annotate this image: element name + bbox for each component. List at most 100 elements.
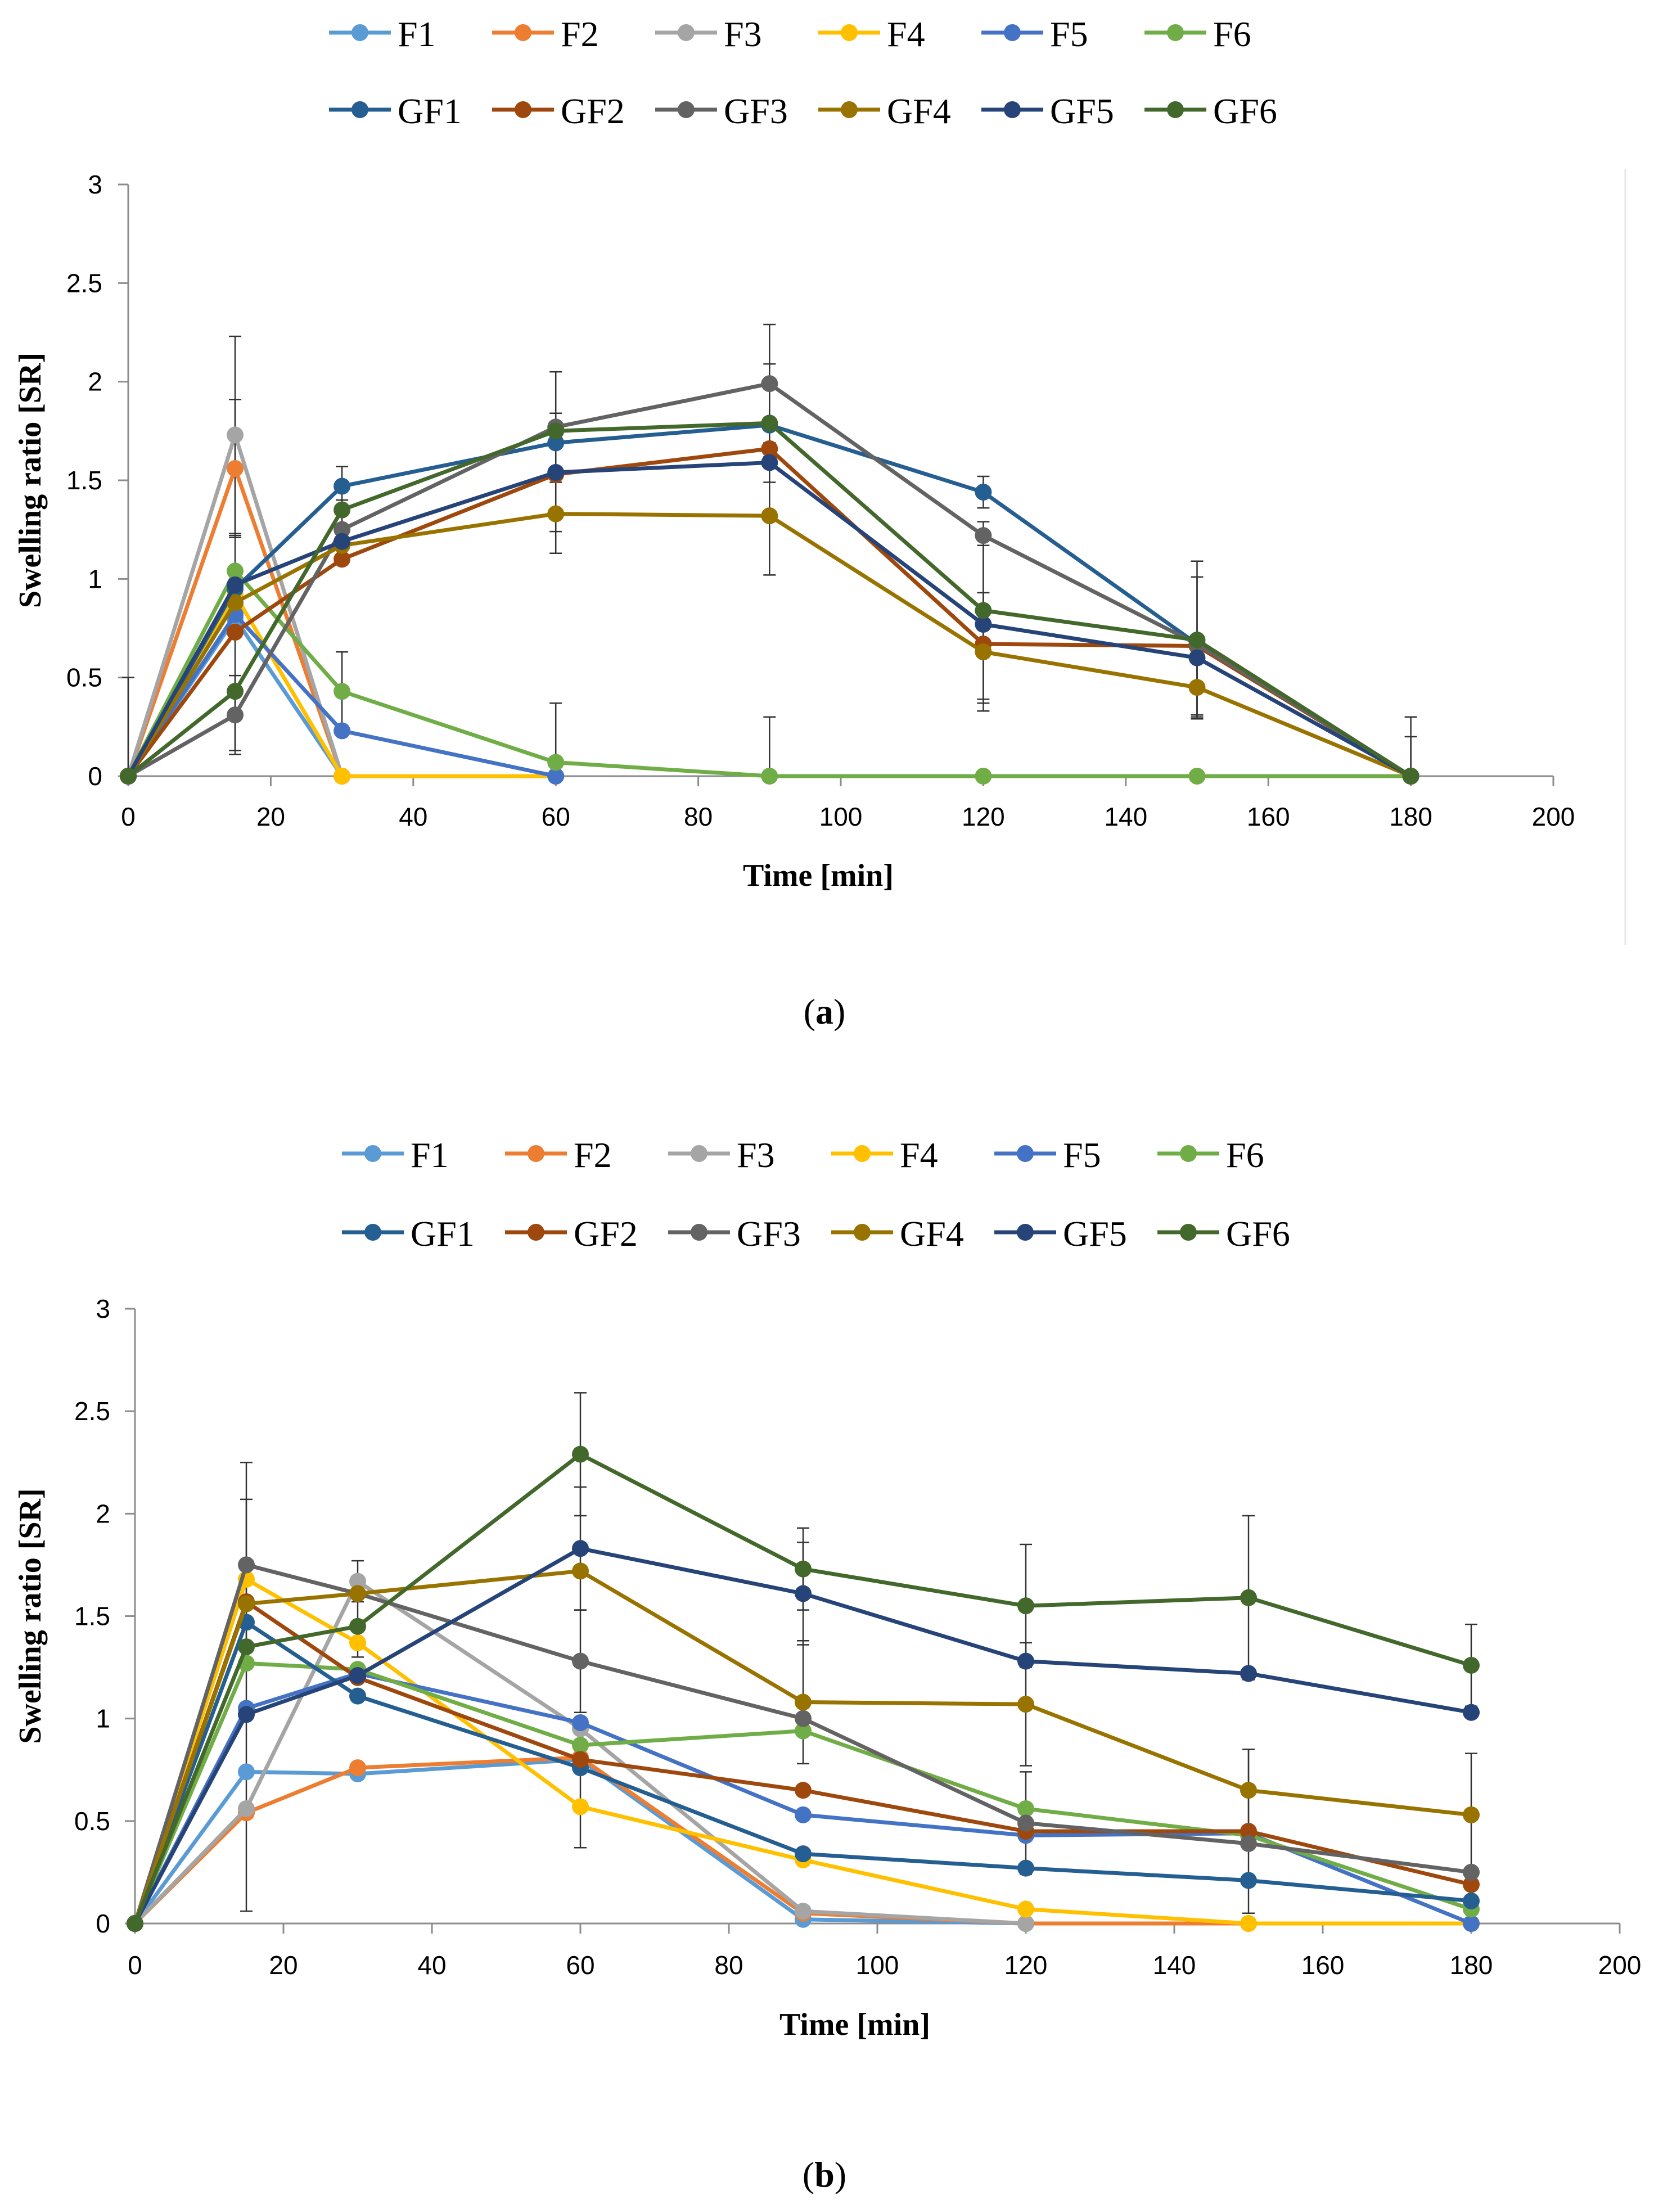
panel-b-legend-marker-gf6 — [1180, 1224, 1197, 1241]
panel-a-x-tick-label: 100 — [819, 802, 863, 831]
panel-b-series-gf5-point — [1463, 1704, 1480, 1721]
panel-a-series-gf2-point — [334, 551, 351, 568]
panel-a-y-tick-label: 0 — [88, 762, 102, 791]
panel-b-series-f1-point — [238, 1763, 255, 1781]
panel-a-legend-label-gf1: GF1 — [398, 91, 462, 131]
panel-b-y-tick-label: 2 — [96, 1499, 110, 1528]
panel-b-legend-marker-f1 — [364, 1145, 381, 1162]
panel-b-x-tick-label: 20 — [269, 1950, 298, 1980]
panel-b-series-gf4-point — [795, 1693, 812, 1711]
panel-b-legend-label-gf5: GF5 — [1063, 1214, 1127, 1254]
panel-a-legend-label-gf6: GF6 — [1213, 91, 1277, 131]
panel-a-series-gf4-point — [227, 594, 244, 611]
panel-b-legend-label-gf1: GF1 — [411, 1214, 475, 1254]
panel-a-series-gf4-point — [1188, 679, 1206, 696]
panel-b-series-gf3-point — [572, 1652, 589, 1670]
panel-b-series-gf4-point — [572, 1562, 589, 1580]
panel-b-y-axis-label: Swelling ratio [SR] — [13, 1488, 48, 1744]
panel-b-series-gf5-point — [795, 1585, 812, 1602]
panel-b-legend-marker-gf5 — [1017, 1224, 1034, 1241]
panel-a-legend-label-f3: F3 — [724, 14, 762, 54]
panel-b-series-gf3-point — [238, 1556, 255, 1574]
panel-a-series-gf2-point — [227, 624, 244, 641]
panel-a-letter: a — [815, 992, 833, 1031]
panel-a-legend-marker-gf1 — [351, 101, 368, 118]
panel-b-y-tick-label: 0.5 — [74, 1806, 110, 1836]
panel-b-x-tick-label: 100 — [856, 1950, 899, 1980]
panel-a-legend-marker-gf4 — [841, 101, 858, 118]
panel-b-x-tick-label: 160 — [1301, 1950, 1345, 1980]
panel-b-legend-label-gf6: GF6 — [1226, 1214, 1290, 1254]
panel-b-series-gf4-point — [1017, 1696, 1034, 1713]
panel-a-series-gf5-point — [975, 615, 992, 633]
panel-b-legend-label-f1: F1 — [411, 1135, 449, 1175]
panel-b-legend-marker-gf2 — [528, 1224, 544, 1241]
panel-a-legend-marker-f1 — [351, 24, 368, 41]
panel-b-series-f3-point — [349, 1573, 366, 1590]
panel-b-series-f4-line — [133, 1577, 1471, 1926]
panel-b-series-gf5-point — [1017, 1652, 1034, 1670]
panel-a-series-gf3-line — [127, 381, 1412, 778]
panel-b-series-gf2-point — [1463, 1876, 1480, 1893]
panel-a-series-gf5-point — [334, 533, 351, 550]
panel-b-series-f6-point — [572, 1737, 589, 1754]
panel-b-legend-marker-gf4 — [854, 1224, 871, 1241]
panel-b-x-tick-label: 60 — [566, 1950, 594, 1980]
panel-a-y-tick-label: 0.5 — [66, 663, 102, 692]
panel-a-label: (a) — [804, 992, 846, 1031]
panel-a-series-f3-point — [227, 426, 244, 444]
panel-b-series-f6-point — [1017, 1800, 1034, 1817]
panel-b-series-f5-line — [133, 1672, 1472, 1926]
panel-a-series-gf5-point — [1188, 649, 1206, 666]
panel-b-series-f3-point — [1017, 1915, 1034, 1932]
panel-a-legend-label-gf5: GF5 — [1050, 91, 1114, 131]
panel-a-legend-marker-gf5 — [1004, 101, 1021, 118]
panel-a-x-tick-label: 20 — [256, 802, 285, 831]
panel-a-series-gf4-line — [127, 512, 1412, 778]
panel-a-series-gf6-point — [975, 602, 992, 619]
panel-a-x-tick-label: 80 — [684, 802, 713, 831]
panel-a-series-gf5-point — [761, 454, 778, 471]
panel-a-legend-marker-gf6 — [1167, 101, 1184, 118]
panel-a-legend-label-gf2: GF2 — [561, 91, 625, 131]
panel-a-series-f4-point — [334, 768, 351, 785]
panel-b-series-f4-point — [572, 1798, 589, 1815]
panel-a-series-gf1-point — [975, 484, 992, 501]
panel-b-series-gf2-point — [1240, 1823, 1257, 1840]
panel-b-legend-marker-f4 — [854, 1145, 871, 1162]
panel-b-series-f5-point — [1463, 1915, 1480, 1932]
panel-a-series-gf1-line — [126, 423, 1412, 778]
panel-b-x-tick-label: 40 — [417, 1950, 446, 1980]
panel-b-series-gf6-point — [1463, 1656, 1480, 1674]
panel-b-legend-label-gf4: GF4 — [900, 1214, 964, 1254]
panel-a-series-f6-point — [227, 562, 244, 580]
panel-b-legend-marker-f6 — [1180, 1145, 1197, 1162]
panel-a-series-gf3-point — [975, 527, 992, 544]
panel-a-legend-marker-f2 — [515, 24, 531, 41]
panel-a-series-f6-point — [1188, 768, 1206, 785]
panel-b-series-f3-point — [795, 1903, 812, 1920]
panel-b-letter: b — [814, 2155, 835, 2195]
panel-b-series-gf3-point — [1240, 1835, 1257, 1852]
panel-b-series-gf1-point — [1240, 1872, 1257, 1889]
panel-a-y-tick-label: 1 — [88, 564, 102, 593]
panel-b-legend-label-gf3: GF3 — [737, 1214, 801, 1254]
panel-b-series-gf1-line — [133, 1620, 1472, 1925]
panel-a-y-tick-label: 2.5 — [66, 268, 102, 298]
panel-b-series-gf1-point — [1017, 1859, 1034, 1877]
panel-a-legend-marker-f3 — [678, 24, 695, 41]
panel-b-legend-label-f6: F6 — [1226, 1135, 1264, 1175]
panel-b-legend-marker-gf1 — [364, 1224, 381, 1241]
panel-b-series-gf2-point — [572, 1751, 589, 1768]
panel-a-series-f6-point — [761, 768, 778, 785]
panel-a-series-gf6-point — [227, 683, 244, 700]
panel-b-series-gf6-line — [133, 1452, 1472, 1925]
panel-b-y-tick-label: 1.5 — [74, 1602, 110, 1631]
chart-panel-a: 0 0.5 1 1.5 2 2.5 3 0 20 40 60 80 100 120 140 160 180 200… — [13, 14, 1575, 893]
panel-b-x-tick-label: 200 — [1598, 1950, 1642, 1980]
panel-a-series-gf1-point — [547, 434, 565, 452]
panel-a-x-tick-label: 60 — [542, 802, 570, 831]
panel-b-series-gf4-line — [133, 1569, 1472, 1925]
panel-a-x-tick-label: 40 — [399, 802, 427, 831]
panel-a-series-gf2-point — [761, 440, 778, 457]
